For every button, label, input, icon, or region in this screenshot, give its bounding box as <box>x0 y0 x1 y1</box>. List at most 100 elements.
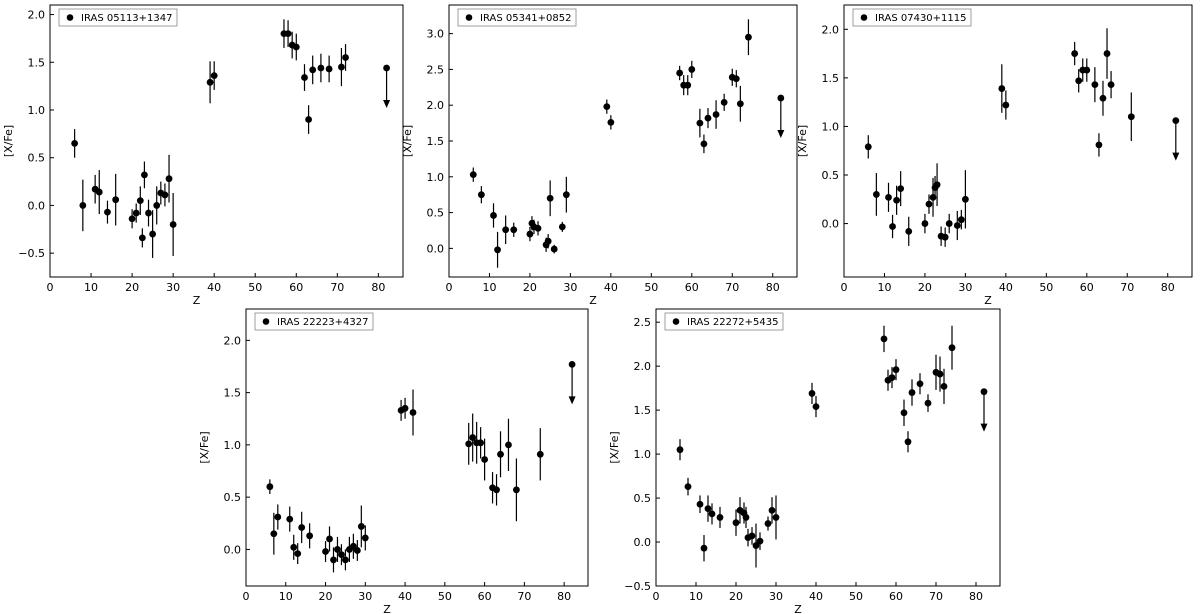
x-tick-label: 60 <box>1080 281 1094 294</box>
y-axis-label: [X/Fe] <box>198 431 211 463</box>
y-tick-label: 0.5 <box>822 169 840 182</box>
data-point <box>490 212 497 219</box>
y-tick-label: 2.0 <box>634 360 652 373</box>
x-tick-label: 80 <box>1161 281 1175 294</box>
data-point <box>112 196 120 204</box>
y-tick-label: 1.5 <box>28 56 46 69</box>
data-point <box>301 74 308 81</box>
x-axis-label: Z <box>589 294 597 307</box>
y-tick-label: 1.0 <box>822 120 840 133</box>
legend-label: IRAS 07430+1115 <box>875 13 967 24</box>
y-axis-label: [X/Fe] <box>2 125 15 157</box>
panel-2: 0 10 20 30 40 50 60 70 80 0.0 0.5 1.0 1.5 2.0 2.5 3.0 Z [… <box>401 4 798 307</box>
data-point <box>409 409 417 416</box>
data-point <box>980 388 988 396</box>
data-point <box>132 209 140 217</box>
data-point <box>497 450 504 458</box>
x-tick-label: 20 <box>729 590 743 603</box>
legend-marker <box>262 318 270 325</box>
y-tick-label: 0.0 <box>427 242 445 255</box>
y-tick-label: 1.0 <box>634 448 652 461</box>
data-point <box>872 191 880 198</box>
data-point <box>696 119 704 127</box>
x-tick-label: 80 <box>371 281 385 294</box>
data-point <box>704 505 712 513</box>
data-point <box>736 100 744 108</box>
data-point <box>361 534 369 542</box>
x-tick-label: 10 <box>279 590 293 603</box>
legend-marker <box>672 318 680 325</box>
data-point <box>1083 66 1091 74</box>
data-point <box>71 139 79 147</box>
data-point <box>510 226 518 234</box>
upper-limit-arrow-head <box>383 99 391 108</box>
data-point <box>544 237 552 245</box>
data-point <box>745 33 752 41</box>
x-tick-label: 50 <box>248 281 262 294</box>
legend-box <box>664 312 784 331</box>
upper-limit-arrow-head <box>568 396 576 405</box>
y-tick-label: 1.5 <box>224 387 242 400</box>
data-point <box>383 64 390 72</box>
data-point <box>885 193 892 201</box>
data-point <box>1172 117 1180 124</box>
x-axis-label: Z <box>193 294 201 307</box>
x-tick-label: 50 <box>1039 281 1053 294</box>
data-point <box>933 181 941 189</box>
data-point <box>326 535 333 543</box>
x-tick-label: 20 <box>125 281 139 294</box>
data-point <box>936 370 944 378</box>
data-point <box>481 456 489 463</box>
data-point <box>1099 94 1107 102</box>
x-tick-label: 20 <box>319 590 333 603</box>
y-tick-label: 2.0 <box>822 23 840 36</box>
data-point <box>961 195 969 203</box>
legend: IRAS 22223+4327 <box>254 312 374 331</box>
data-point <box>808 390 816 397</box>
plot-frame <box>245 308 589 587</box>
data-point <box>607 118 615 126</box>
upper-limit-arrow-head <box>1172 152 1180 161</box>
data-point <box>274 513 282 521</box>
upper-limit-arrow-head <box>980 423 988 432</box>
data-point <box>353 547 361 554</box>
data-point <box>752 542 760 549</box>
x-tick-label: 70 <box>517 590 531 603</box>
data-point <box>149 230 157 238</box>
data-point <box>732 519 740 527</box>
data-point <box>916 380 924 388</box>
x-tick-label: 10 <box>84 281 98 294</box>
data-point <box>469 171 477 179</box>
data-point <box>334 546 341 553</box>
y-tick-label: 0.5 <box>224 491 242 504</box>
y-tick-label: 0.0 <box>224 543 242 556</box>
x-tick-label: 60 <box>889 590 903 603</box>
legend-box <box>457 8 577 27</box>
data-point <box>284 30 292 38</box>
data-point <box>892 366 900 374</box>
data-point <box>317 64 325 72</box>
data-point <box>1095 141 1103 149</box>
panel-3: 0 10 20 30 40 50 60 70 80 0.0 0.5 1.0 1.5 2.0 Z [X/Fe] I… <box>796 4 1193 307</box>
legend-label: IRAS 05341+0852 <box>480 13 572 24</box>
data-point <box>502 226 510 234</box>
y-tick-label: 1.5 <box>427 135 445 148</box>
data-point <box>908 389 916 396</box>
data-point <box>290 543 298 551</box>
x-axis-label: Z <box>383 603 391 614</box>
data-point <box>477 439 485 447</box>
y-axis-label: [X/Fe] <box>796 125 809 157</box>
y-tick-label: 1.0 <box>224 439 242 452</box>
data-point <box>998 85 1006 92</box>
data-point <box>266 483 274 491</box>
data-point <box>309 66 317 74</box>
plot-frame <box>655 308 1001 587</box>
data-point <box>945 220 953 227</box>
plot-frame <box>843 4 1193 278</box>
panel-4: 0 10 20 30 40 50 60 70 80 0.0 0.5 1.0 1.5 2.0 Z [X/Fe] I… <box>198 308 589 614</box>
x-axis-label: Z <box>794 603 802 614</box>
data-point <box>338 63 345 71</box>
x-tick-label: 40 <box>809 590 823 603</box>
data-point <box>893 196 901 204</box>
data-point <box>700 544 708 552</box>
